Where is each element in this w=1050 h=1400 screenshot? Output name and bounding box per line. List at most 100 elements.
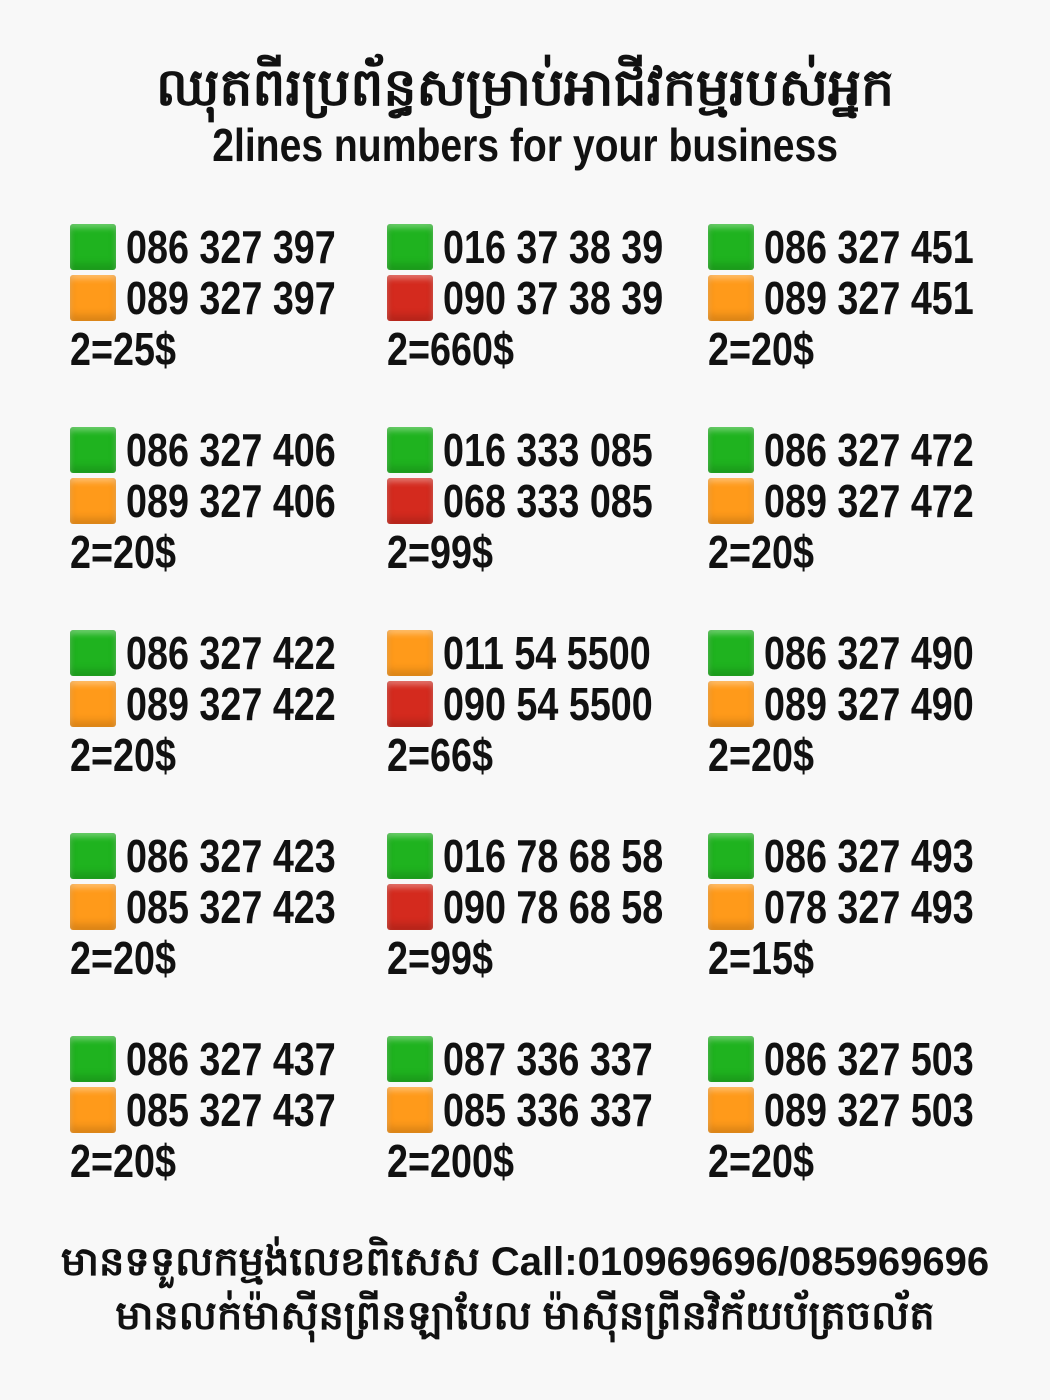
title-english: 2lines numbers for your business [0, 118, 1050, 172]
phone-line: 090 37 38 39 [387, 272, 712, 324]
number-set: 086 327 490 089 327 490 2=20$ [708, 627, 1028, 788]
set-price: 2=200$ [387, 1135, 514, 1187]
number-set: 086 327 397 089 327 397 2=25$ [70, 221, 390, 382]
set-price: 2=15$ [708, 932, 814, 984]
phone-line: 086 327 493 [708, 830, 1020, 882]
set-price: 2=20$ [70, 526, 176, 578]
number-set: 086 327 451 089 327 451 2=20$ [708, 221, 1028, 382]
phone-number: 089 327 490 [764, 678, 974, 730]
carrier-square-icon [387, 478, 433, 524]
set-price: 2=20$ [708, 323, 814, 375]
phone-line: 086 327 423 [70, 830, 382, 882]
phone-line: 086 327 490 [708, 627, 1020, 679]
carrier-square-icon [708, 630, 754, 676]
carrier-square-icon [70, 275, 116, 321]
phone-number: 085 327 437 [126, 1084, 336, 1136]
set-price: 2=660$ [387, 323, 514, 375]
phone-line: 089 327 490 [708, 678, 1020, 730]
title-english-text: 2lines numbers for your business [212, 119, 838, 171]
phone-number: 086 327 406 [126, 424, 336, 476]
number-set: 086 327 472 089 327 472 2=20$ [708, 424, 1028, 585]
number-set: 086 327 422 089 327 422 2=20$ [70, 627, 390, 788]
number-set: 086 327 406 089 327 406 2=20$ [70, 424, 390, 585]
set-price: 2=99$ [387, 526, 493, 578]
number-set: 087 336 337 085 336 337 2=200$ [387, 1033, 707, 1194]
carrier-square-icon [70, 681, 116, 727]
carrier-square-icon [708, 275, 754, 321]
phone-line: 068 333 085 [387, 475, 699, 527]
carrier-square-icon [70, 884, 116, 930]
number-set: 016 333 085 068 333 085 2=99$ [387, 424, 707, 585]
phone-number: 089 327 472 [764, 475, 974, 527]
phone-line: 078 327 493 [708, 881, 1020, 933]
phone-number: 078 327 493 [764, 881, 974, 933]
set-price: 2=20$ [70, 1135, 176, 1187]
phone-line: 089 327 472 [708, 475, 1020, 527]
phone-number: 086 327 451 [764, 221, 974, 273]
carrier-square-icon [387, 1087, 433, 1133]
phone-number: 086 327 437 [126, 1033, 336, 1085]
phone-number: 085 336 337 [443, 1084, 653, 1136]
carrier-square-icon [70, 478, 116, 524]
phone-number: 086 327 423 [126, 830, 336, 882]
phone-number: 086 327 422 [126, 627, 336, 679]
phone-number: 016 37 38 39 [443, 221, 664, 273]
carrier-square-icon [708, 478, 754, 524]
number-set: 011 54 5500 090 54 5500 2=66$ [387, 627, 707, 788]
phone-line: 085 336 337 [387, 1084, 699, 1136]
carrier-square-icon [387, 630, 433, 676]
phone-number: 089 327 422 [126, 678, 336, 730]
number-set: 086 327 503 089 327 503 2=20$ [708, 1033, 1028, 1194]
set-price: 2=25$ [70, 323, 176, 375]
number-set: 086 327 493 078 327 493 2=15$ [708, 830, 1028, 991]
number-set: 086 327 437 085 327 437 2=20$ [70, 1033, 390, 1194]
phone-number: 068 333 085 [443, 475, 653, 527]
number-set: 086 327 423 085 327 423 2=20$ [70, 830, 390, 991]
phone-line: 086 327 437 [70, 1033, 382, 1085]
phone-line: 085 327 423 [70, 881, 382, 933]
phone-number: 089 327 451 [764, 272, 974, 324]
set-price: 2=20$ [708, 526, 814, 578]
phone-line: 089 327 451 [708, 272, 1020, 324]
phone-number: 087 336 337 [443, 1033, 653, 1085]
phone-line: 089 327 503 [708, 1084, 1020, 1136]
carrier-square-icon [708, 224, 754, 270]
phone-line: 085 327 437 [70, 1084, 382, 1136]
phone-line: 089 327 422 [70, 678, 382, 730]
phone-number: 011 54 5500 [443, 627, 651, 679]
phone-line: 089 327 397 [70, 272, 382, 324]
carrier-square-icon [70, 630, 116, 676]
carrier-square-icon [70, 224, 116, 270]
phone-number: 085 327 423 [126, 881, 336, 933]
set-price: 2=20$ [70, 729, 176, 781]
set-price: 2=20$ [708, 729, 814, 781]
carrier-square-icon [708, 1087, 754, 1133]
carrier-square-icon [387, 884, 433, 930]
phone-line: 086 327 451 [708, 221, 1020, 273]
phone-number: 090 37 38 39 [443, 272, 664, 324]
phone-number: 016 333 085 [443, 424, 653, 476]
phone-number: 086 327 503 [764, 1033, 974, 1085]
phone-line: 087 336 337 [387, 1033, 699, 1085]
phone-line: 086 327 472 [708, 424, 1020, 476]
phone-number: 086 327 490 [764, 627, 974, 679]
carrier-square-icon [708, 1036, 754, 1082]
number-set: 016 78 68 58 090 78 68 58 2=99$ [387, 830, 707, 991]
phone-number: 090 78 68 58 [443, 881, 664, 933]
title-khmer: ឈុតពីរប្រព័ន្ធសម្រាប់អាជីវកម្មរបស់អ្នក [155, 59, 895, 117]
set-price: 2=20$ [70, 932, 176, 984]
phone-line: 086 327 503 [708, 1033, 1020, 1085]
phone-number: 089 327 397 [126, 272, 336, 324]
carrier-square-icon [70, 427, 116, 473]
carrier-square-icon [70, 1087, 116, 1133]
phone-number: 086 327 397 [126, 221, 336, 273]
phone-line: 016 333 085 [387, 424, 699, 476]
carrier-square-icon [70, 833, 116, 879]
phone-line: 089 327 406 [70, 475, 382, 527]
carrier-square-icon [387, 1036, 433, 1082]
phone-line: 011 54 5500 [387, 627, 696, 679]
phone-line: 086 327 397 [70, 221, 382, 273]
carrier-square-icon [708, 681, 754, 727]
number-set: 016 37 38 39 090 37 38 39 2=660$ [387, 221, 707, 382]
carrier-square-icon [387, 275, 433, 321]
